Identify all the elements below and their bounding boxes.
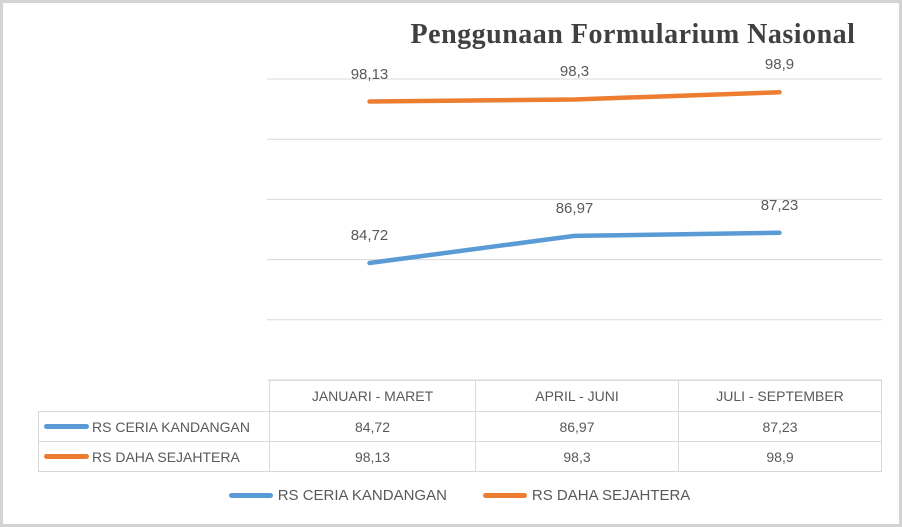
table-row: RS CERIA KANDANGAN 84,72 86,97 87,23 xyxy=(38,411,882,442)
table-value-cell: 98,3 xyxy=(475,441,679,472)
table-value-cell: 87,23 xyxy=(678,411,882,442)
table-corner-cell xyxy=(38,380,270,412)
data-label: 98,9 xyxy=(764,56,795,74)
table-row-label-cell: RS DAHA SEJAHTERA xyxy=(38,441,270,472)
data-label: 87,23 xyxy=(760,196,799,214)
plot-area: 84,72 86,97 87,23 98,13 98,3 98,9 xyxy=(267,56,882,381)
table-header-cell: APRIL - JUNI xyxy=(475,380,679,412)
table-value-cell: 84,72 xyxy=(269,411,476,442)
legend-item: RS CERIA KANDANGAN xyxy=(228,486,447,504)
chart-legend: RS CERIA KANDANGAN RS DAHA SEJAHTERA xyxy=(38,480,881,510)
table-row: RS DAHA SEJAHTERA 98,13 98,3 98,9 xyxy=(38,441,882,472)
table-header-row: JANUARI - MARET APRIL - JUNI JULI - SEPT… xyxy=(38,380,882,412)
legend-label: RS DAHA SEJAHTERA xyxy=(531,486,691,504)
line-chart-canvas xyxy=(267,78,882,381)
legend-line-marker-icon xyxy=(482,492,527,498)
chart-title: Penggunaan Formularium Nasional xyxy=(410,19,856,50)
table-row-label-cell: RS CERIA KANDANGAN xyxy=(38,411,270,442)
data-label: 98,3 xyxy=(559,63,590,81)
legend-line-marker-icon xyxy=(228,492,273,498)
data-label: 84,72 xyxy=(350,226,389,244)
table-header-cell: JULI - SEPTEMBER xyxy=(678,380,882,412)
series-name: RS DAHA SEJAHTERA xyxy=(92,448,240,465)
table-value-cell: 86,97 xyxy=(475,411,679,442)
series-line-marker-icon xyxy=(44,454,89,459)
table-value-cell: 98,13 xyxy=(269,441,476,472)
data-table: JANUARI - MARET APRIL - JUNI JULI - SEPT… xyxy=(38,380,882,472)
data-label: 86,97 xyxy=(555,199,594,217)
table-header-cell: JANUARI - MARET xyxy=(269,380,476,412)
data-label: 98,13 xyxy=(350,65,389,83)
legend-item: RS DAHA SEJAHTERA xyxy=(482,486,691,504)
series-line-marker-icon xyxy=(44,424,89,429)
table-value-cell: 98,9 xyxy=(678,441,882,472)
legend-label: RS CERIA KANDANGAN xyxy=(277,486,447,504)
series-name: RS CERIA KANDANGAN xyxy=(92,418,250,435)
